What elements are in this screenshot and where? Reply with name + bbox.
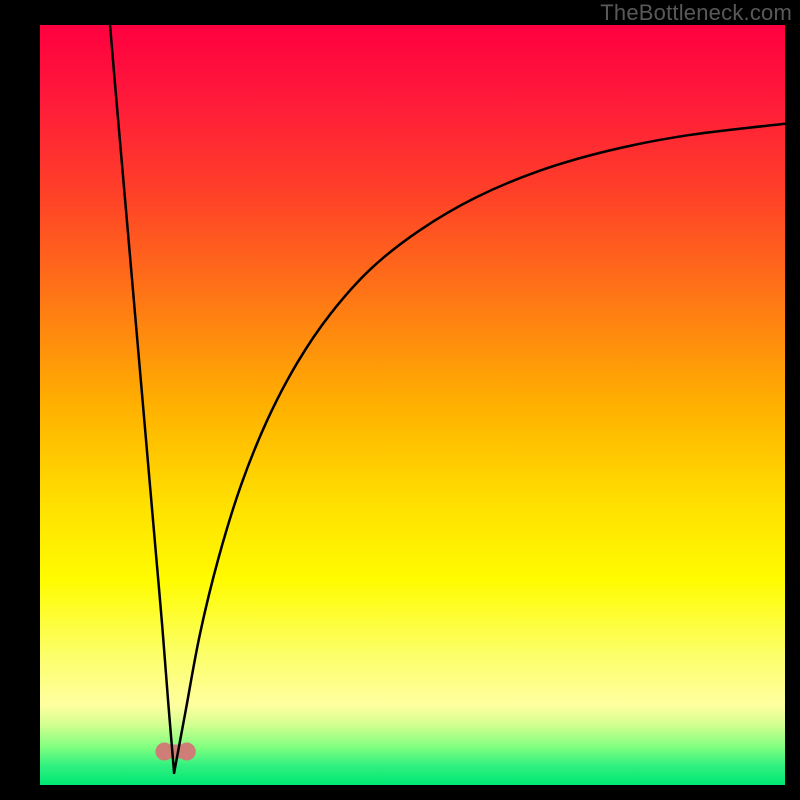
bottleneck-chart	[0, 0, 800, 800]
gradient-background	[40, 25, 785, 785]
